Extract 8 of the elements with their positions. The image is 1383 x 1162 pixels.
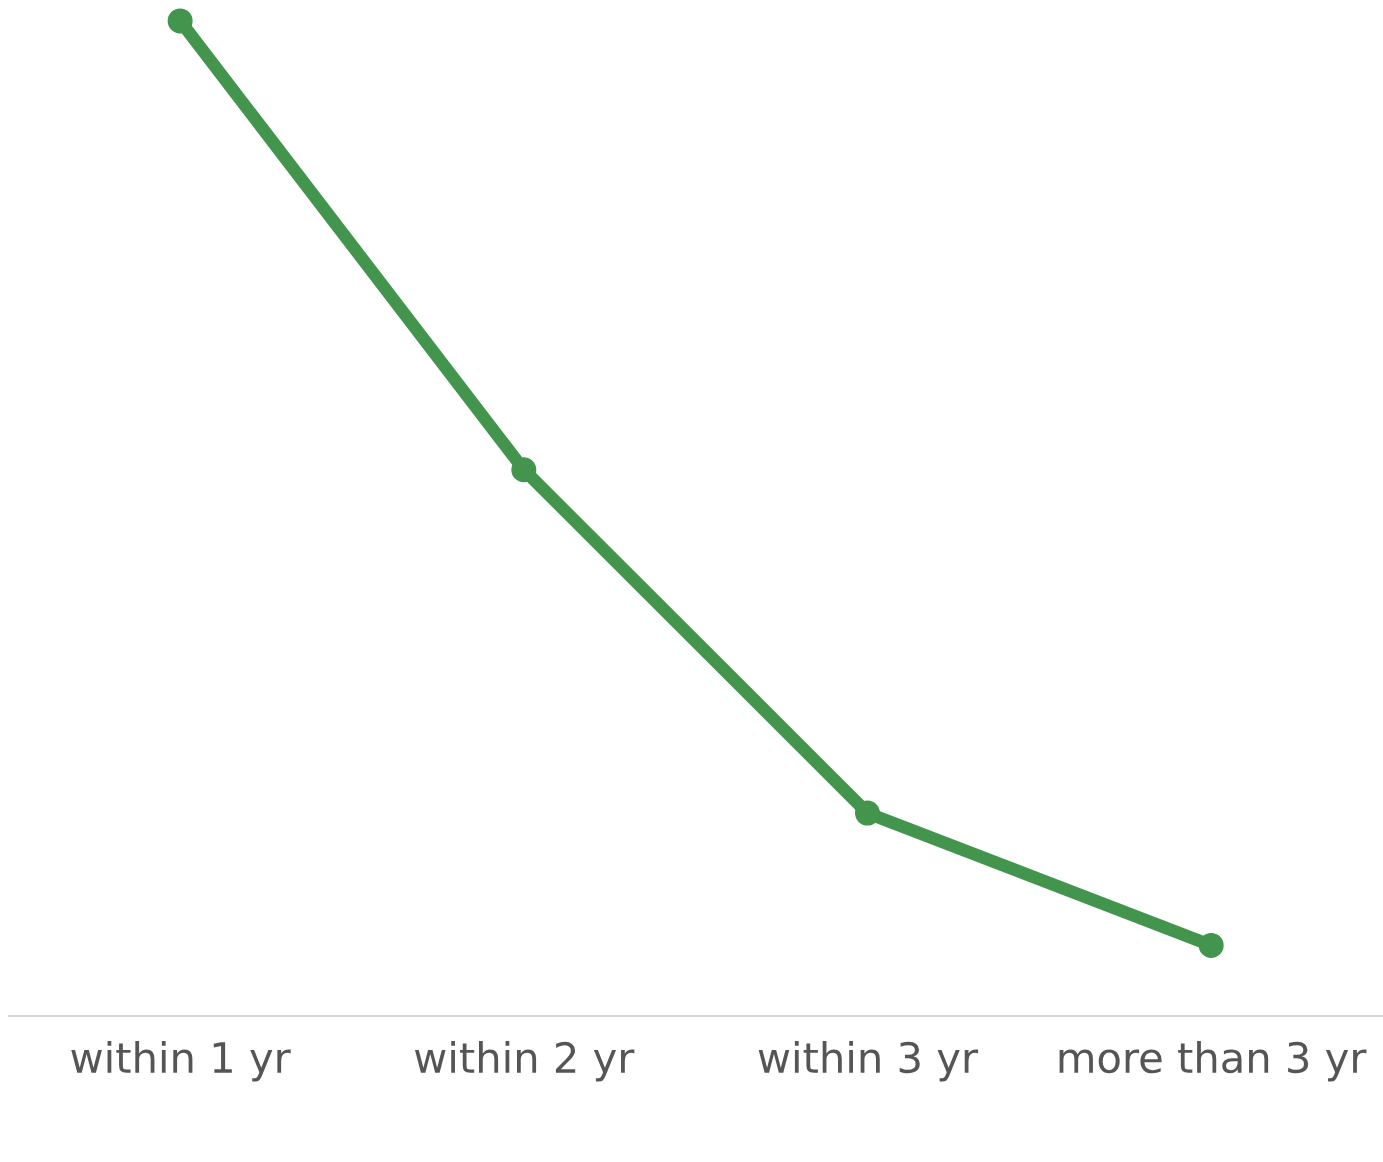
x-tick-label: more than 3 yr	[1059, 1041, 1367, 1082]
point	[1198, 932, 1224, 958]
x-tick-label: within 2 yr	[414, 1041, 635, 1082]
x-tick-label: within 3 yr	[758, 1041, 979, 1082]
point	[854, 800, 880, 826]
x-tick-label: within 1 yr	[71, 1041, 291, 1082]
point	[511, 457, 537, 483]
point	[167, 8, 193, 34]
